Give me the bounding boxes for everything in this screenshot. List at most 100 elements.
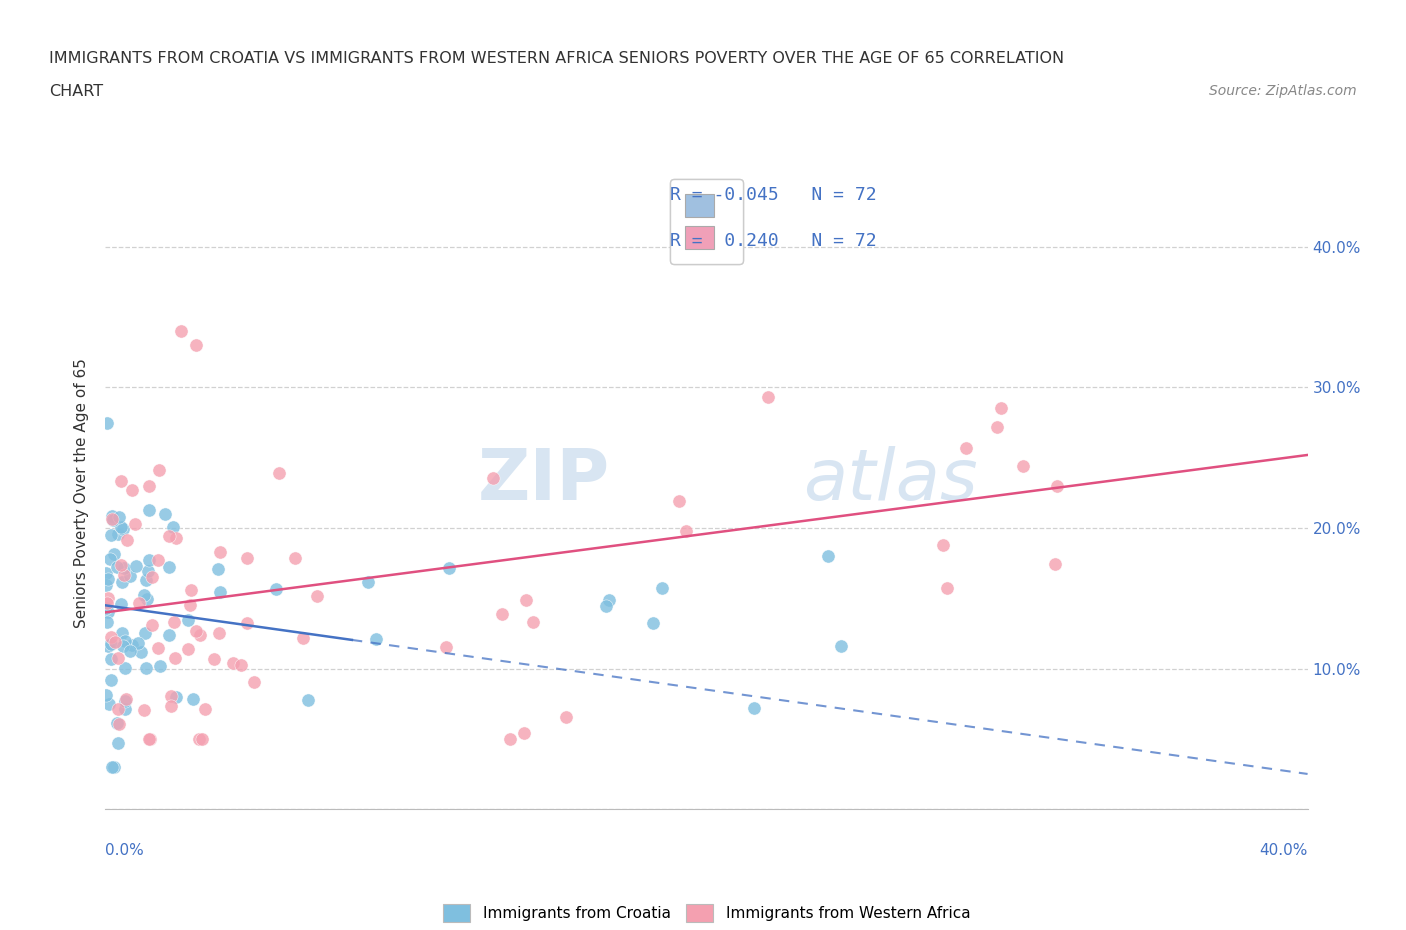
Point xyxy=(157,529,180,544)
Point xyxy=(138,731,160,746)
Point xyxy=(110,519,132,534)
Point xyxy=(184,338,207,352)
Point xyxy=(98,551,121,566)
Point xyxy=(97,639,120,654)
Point xyxy=(132,703,155,718)
Point xyxy=(110,473,132,488)
Point xyxy=(96,415,118,430)
Point xyxy=(207,562,229,577)
Point xyxy=(135,661,157,676)
Point xyxy=(162,520,184,535)
Point xyxy=(1012,458,1035,473)
Point xyxy=(110,557,132,572)
Point xyxy=(107,702,129,717)
Point xyxy=(114,702,136,717)
Point xyxy=(554,710,576,724)
Point xyxy=(108,509,131,524)
Point xyxy=(128,596,150,611)
Point xyxy=(163,615,186,630)
Text: R = -0.045   N = 72: R = -0.045 N = 72 xyxy=(671,186,877,205)
Point xyxy=(437,561,460,576)
Point xyxy=(98,697,121,711)
Point xyxy=(107,527,129,542)
Point xyxy=(165,530,187,545)
Point xyxy=(112,638,135,653)
Point xyxy=(513,725,536,740)
Point xyxy=(194,702,217,717)
Point xyxy=(830,638,852,653)
Point xyxy=(235,616,257,631)
Point xyxy=(121,483,143,498)
Point xyxy=(188,628,211,643)
Point xyxy=(184,623,207,638)
Point xyxy=(115,533,138,548)
Point xyxy=(136,591,159,606)
Point xyxy=(100,630,122,644)
Point xyxy=(190,731,212,746)
Point xyxy=(499,731,522,746)
Point xyxy=(522,615,544,630)
Point xyxy=(100,672,122,687)
Point xyxy=(166,690,188,705)
Point xyxy=(434,640,457,655)
Point xyxy=(149,658,172,673)
Point xyxy=(107,736,129,751)
Point xyxy=(180,583,202,598)
Point xyxy=(111,574,134,589)
Point xyxy=(222,656,245,671)
Point xyxy=(482,471,505,485)
Point xyxy=(148,463,170,478)
Point xyxy=(141,570,163,585)
Point xyxy=(515,592,537,607)
Point xyxy=(641,616,664,631)
Point xyxy=(114,694,136,709)
Text: 0.0%: 0.0% xyxy=(105,843,145,857)
Point xyxy=(127,635,149,650)
Point xyxy=(135,573,157,588)
Point xyxy=(138,502,160,517)
Point xyxy=(305,588,328,603)
Point xyxy=(134,625,156,640)
Point xyxy=(146,640,169,655)
Point xyxy=(990,401,1012,416)
Point xyxy=(297,693,319,708)
Point xyxy=(1045,557,1067,572)
Point xyxy=(817,548,839,563)
Point xyxy=(103,760,125,775)
Text: IMMIGRANTS FROM CROATIA VS IMMIGRANTS FROM WESTERN AFRICA SENIORS POVERTY OVER T: IMMIGRANTS FROM CROATIA VS IMMIGRANTS FR… xyxy=(49,51,1064,66)
Point xyxy=(97,571,120,586)
Point xyxy=(114,660,136,675)
Text: atlas: atlas xyxy=(803,445,977,514)
Point xyxy=(139,731,162,746)
Point xyxy=(179,598,201,613)
Point xyxy=(101,509,124,524)
Point xyxy=(668,494,690,509)
Point xyxy=(209,584,232,599)
Point xyxy=(955,441,977,456)
Point xyxy=(936,580,959,595)
Point xyxy=(105,560,128,575)
Point xyxy=(595,599,617,614)
Point xyxy=(231,658,253,672)
Point xyxy=(357,574,380,589)
Point xyxy=(124,516,146,531)
Point xyxy=(134,588,156,603)
Point xyxy=(169,324,191,339)
Point xyxy=(177,612,200,627)
Text: Source: ZipAtlas.com: Source: ZipAtlas.com xyxy=(1209,84,1357,98)
Point xyxy=(108,716,131,731)
Point xyxy=(267,466,290,481)
Text: 40.0%: 40.0% xyxy=(1260,843,1308,857)
Point xyxy=(121,638,143,653)
Point xyxy=(141,618,163,632)
Point xyxy=(138,479,160,494)
Point xyxy=(364,631,387,646)
Point xyxy=(742,700,765,715)
Text: R =  0.240   N = 72: R = 0.240 N = 72 xyxy=(671,232,877,250)
Point xyxy=(129,644,152,659)
Point xyxy=(264,581,287,596)
Y-axis label: Seniors Poverty Over the Age of 65: Seniors Poverty Over the Age of 65 xyxy=(75,358,90,628)
Point xyxy=(110,597,132,612)
Point xyxy=(100,637,122,652)
Point xyxy=(160,698,183,713)
